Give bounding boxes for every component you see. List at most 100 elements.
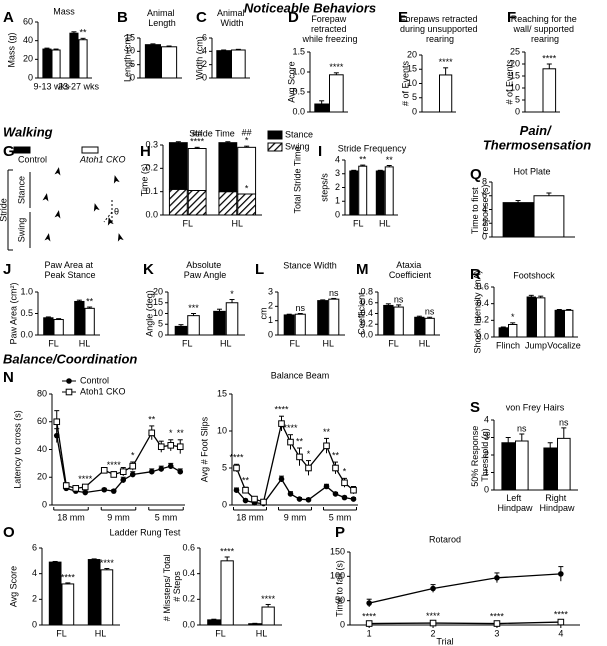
text-line: Absolute — [186, 260, 224, 270]
y-tick-label: 15 — [217, 388, 227, 398]
y-tick-label: 5 — [222, 462, 227, 472]
y-tick-label: 20 — [407, 49, 417, 59]
marker — [233, 464, 240, 472]
text-line: wall/ supported — [512, 24, 576, 34]
x-tick-label: 1 — [367, 628, 372, 638]
bar — [53, 319, 64, 336]
marker — [81, 483, 89, 491]
y-tick-label: 1.5 — [292, 46, 305, 56]
bar-segment — [168, 142, 188, 190]
angle-mark — [103, 200, 113, 224]
text-line: Reaching for the — [511, 14, 580, 24]
y-axis-label: Latency to cross (s) — [12, 410, 22, 489]
bar — [174, 325, 188, 336]
y-tick-label: 4 — [335, 154, 340, 164]
y-tick-label: 2 — [202, 59, 207, 69]
significance: **** — [283, 423, 298, 433]
y-axis-label: Avg # Foot Slips — [199, 416, 209, 482]
bar — [216, 50, 232, 79]
y-axis-label: # of Events — [400, 60, 410, 106]
panel-letter: L — [255, 261, 264, 278]
significance: ns — [394, 294, 404, 304]
x-tick-label: 2 — [431, 628, 436, 638]
panel-title: Absolute Paw Angle — [184, 260, 227, 280]
y-tick-label: 2 — [268, 301, 273, 311]
y-tick-label: 80 — [37, 388, 47, 398]
marker — [557, 618, 565, 626]
text-line: rearing — [531, 34, 559, 44]
marker — [129, 471, 136, 478]
significance: ** — [148, 414, 156, 424]
y-tick-label: 2 — [335, 182, 340, 192]
y-axis-label: Avg Score — [8, 566, 18, 607]
panel-title: Mass — [53, 6, 75, 16]
significance: ** — [359, 154, 367, 164]
y-tick-label: 1.0 — [292, 66, 305, 76]
significance: *** — [188, 303, 199, 313]
paw-print — [44, 233, 51, 242]
group-label: 5 mm — [155, 512, 178, 522]
significance: * — [307, 449, 311, 459]
y-tick-label: 0.1 — [145, 186, 158, 196]
y-axis-label: cm — [258, 308, 268, 320]
y-tick-label: 20 — [153, 286, 163, 296]
y-tick-label: 4 — [482, 204, 487, 214]
marker — [110, 488, 117, 494]
diagram-label: Stance — [16, 176, 26, 204]
bar — [515, 440, 529, 491]
y-tick-label: 0 — [484, 484, 489, 494]
y-tick-label: 0.2 — [145, 163, 158, 173]
x-tick-label: 9-13 wks — [33, 81, 70, 91]
bar — [48, 561, 62, 626]
panel-letter: I — [318, 143, 322, 160]
significance: ns — [296, 303, 306, 313]
bar — [349, 170, 359, 216]
y-tick-label: 0.4 — [360, 308, 373, 318]
legend-label: Atoh1 CKO — [79, 154, 126, 164]
panel-letter: P — [335, 524, 345, 541]
y-tick-label: 6 — [32, 542, 37, 552]
marker — [53, 418, 61, 426]
text-line: retracted — [311, 24, 349, 34]
text-line: while freezing — [301, 34, 357, 44]
y-tick-label: 0.2 — [182, 594, 195, 604]
diagram-label: Stride — [0, 198, 8, 222]
significance: **** — [362, 611, 377, 621]
y-tick-label: 5 — [130, 59, 135, 69]
y-axis-label: # Missteps/ Total # Steps — [162, 552, 182, 621]
bar — [375, 170, 385, 216]
y-tick-label: 0 — [42, 499, 47, 509]
x-tick-label: FL — [48, 338, 59, 348]
marker — [110, 471, 118, 478]
y-tick-label: 10 — [510, 82, 520, 92]
y-tick-label: 15 — [407, 64, 417, 74]
bar — [384, 166, 394, 216]
bar — [43, 317, 54, 336]
bar-segment — [168, 188, 188, 216]
legend-label: Atoh1 CKO — [80, 386, 126, 396]
legend-label: Control — [18, 154, 47, 164]
y-tick-label: 1.0 — [20, 286, 33, 296]
marker — [100, 467, 108, 474]
panel-letter: R — [470, 266, 481, 283]
diagram-label: θ — [114, 206, 119, 216]
y-tick-label: 0 — [202, 72, 207, 82]
panel-letter: S — [470, 399, 480, 416]
significance: ** — [80, 28, 88, 38]
bar — [536, 297, 546, 338]
y-tick-label: 0.0 — [292, 106, 305, 116]
y-axis-label: Width (cm) — [194, 36, 204, 80]
significance: **** — [190, 137, 205, 147]
marker — [558, 571, 564, 577]
bar — [439, 74, 453, 113]
marker — [148, 468, 155, 475]
text-line: Animal — [147, 8, 177, 18]
text-line: Pain/ — [520, 123, 555, 138]
y-axis-label: Angle (deg) — [144, 290, 154, 337]
panel-title: Animal Length — [147, 8, 177, 28]
y-tick-label: 2 — [482, 218, 487, 228]
y-axis-label: Shock Intensity (mA) — [472, 270, 482, 353]
section-title: Balance/Coordination — [3, 351, 137, 366]
y-tick-label: 0.2 — [360, 319, 373, 329]
marker — [242, 486, 249, 494]
